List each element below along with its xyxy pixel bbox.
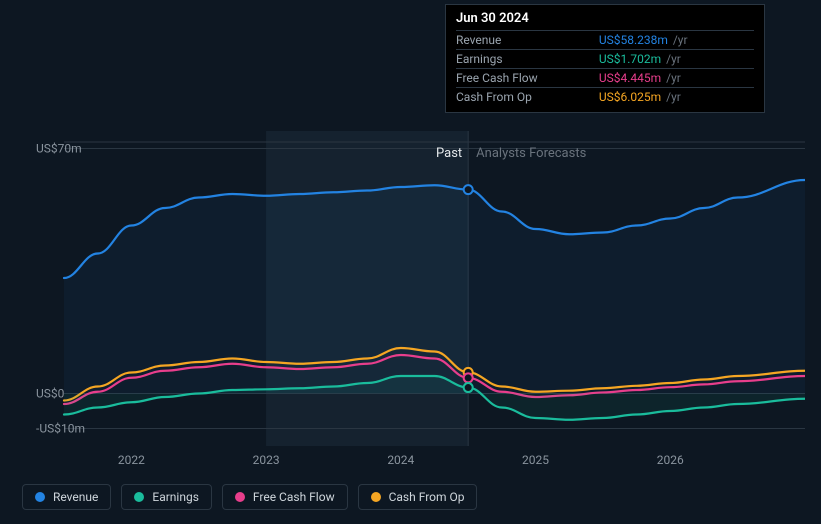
- legend-item-cashfromop[interactable]: Cash From Op: [358, 484, 478, 510]
- tooltip-row: RevenueUS$58.238m /yr: [456, 31, 754, 50]
- tooltip-row-value: US$4.445m /yr: [599, 69, 754, 88]
- svg-text:US$70m: US$70m: [36, 142, 82, 156]
- tooltip-table: RevenueUS$58.238m /yrEarningsUS$1.702m /…: [456, 30, 754, 106]
- tooltip-row-label: Free Cash Flow: [456, 69, 599, 88]
- tooltip-row-value: US$1.702m /yr: [599, 50, 754, 69]
- chart-legend: Revenue Earnings Free Cash Flow Cash From O…: [22, 484, 477, 510]
- legend-item-earnings[interactable]: Earnings: [121, 484, 212, 510]
- earnings-color-dot: [134, 492, 144, 502]
- legend-item-label: Free Cash Flow: [253, 490, 335, 504]
- tooltip-row-value: US$6.025m /yr: [599, 88, 754, 107]
- svg-text:2024: 2024: [387, 453, 414, 466]
- legend-item-label: Revenue: [53, 490, 98, 504]
- svg-text:Analysts Forecasts: Analysts Forecasts: [476, 146, 586, 161]
- cashfromop-color-dot: [371, 492, 381, 502]
- svg-text:2022: 2022: [118, 453, 145, 466]
- legend-item-label: Cash From Op: [389, 490, 465, 504]
- revenue-color-dot: [35, 492, 45, 502]
- tooltip-row-value: US$58.238m /yr: [599, 31, 754, 50]
- tooltip-row: Cash From OpUS$6.025m /yr: [456, 88, 754, 107]
- svg-text:US$0: US$0: [36, 387, 65, 401]
- svg-text:2025: 2025: [522, 453, 549, 466]
- chart-tooltip: Jun 30 2024 RevenueUS$58.238m /yrEarning…: [445, 4, 765, 113]
- fcf-color-dot: [235, 492, 245, 502]
- svg-text:2026: 2026: [657, 453, 684, 466]
- tooltip-row-label: Cash From Op: [456, 88, 599, 107]
- legend-item-label: Earnings: [152, 490, 199, 504]
- tooltip-row-label: Earnings: [456, 50, 599, 69]
- tooltip-row: Free Cash FlowUS$4.445m /yr: [456, 69, 754, 88]
- svg-text:2023: 2023: [253, 453, 280, 466]
- legend-item-fcf[interactable]: Free Cash Flow: [222, 484, 348, 510]
- tooltip-row-label: Revenue: [456, 31, 599, 50]
- tooltip-row: EarningsUS$1.702m /yr: [456, 50, 754, 69]
- svg-text:Past: Past: [436, 146, 462, 161]
- svg-text:-US$10m: -US$10m: [36, 422, 85, 436]
- tooltip-title: Jun 30 2024: [456, 11, 754, 26]
- legend-item-revenue[interactable]: Revenue: [22, 484, 111, 510]
